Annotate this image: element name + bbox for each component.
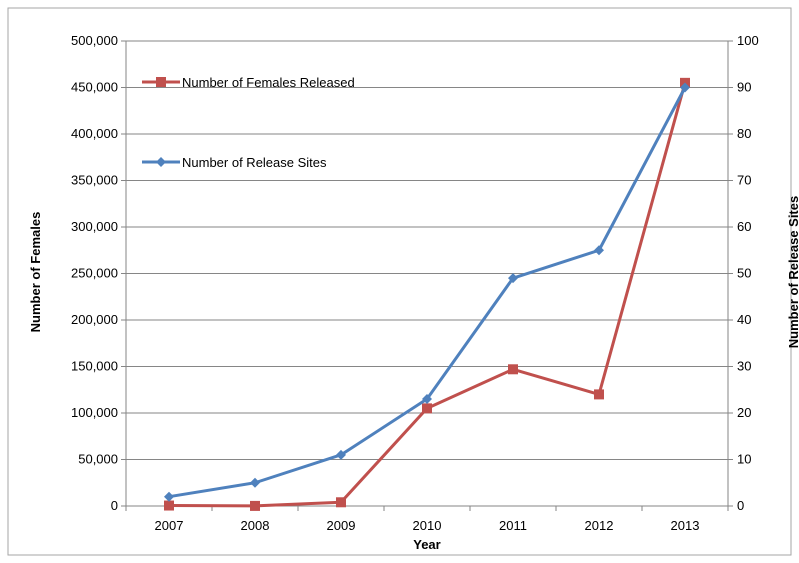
x-tick-label: 2009 <box>327 518 356 533</box>
y2-tick-label: 60 <box>737 219 751 234</box>
y-axis-title: Number of Females <box>28 212 43 333</box>
chart-border <box>7 7 792 556</box>
y-tick-label: 500,000 <box>71 33 118 48</box>
y2-tick-label: 0 <box>737 498 744 513</box>
females-released-point <box>336 497 346 508</box>
y2-tick-label: 90 <box>737 80 751 95</box>
y-tick-label: 100,000 <box>71 405 118 420</box>
y-tick-label: 200,000 <box>71 312 118 327</box>
y2-tick-label: 10 <box>737 452 751 467</box>
y-tick-label: 300,000 <box>71 219 118 234</box>
y-tick-label: 150,000 <box>71 359 118 374</box>
females-released-point <box>164 500 174 511</box>
gridlines <box>126 40 728 460</box>
y-tick-label: 50,000 <box>78 452 118 467</box>
y2-tick-label: 30 <box>737 359 751 374</box>
release-sites-point <box>422 394 432 405</box>
x-tick-label: 2007 <box>155 518 184 533</box>
x-tick-label: 2012 <box>585 518 614 533</box>
y2-tick-label: 80 <box>737 126 751 141</box>
y2-tick-label: 100 <box>737 33 759 48</box>
series-layer <box>164 77 690 511</box>
release-sites-point <box>336 449 346 460</box>
legend-females-released-label: Number of Females Released <box>182 75 355 90</box>
legend-release-sites-label: Number of Release Sites <box>182 155 327 170</box>
females-released-point <box>508 364 518 375</box>
release-sites-point <box>680 82 690 93</box>
release-sites-point <box>594 245 604 256</box>
legend: Number of Females Released Number of Rele… <box>142 75 355 170</box>
y-tick-label: 250,000 <box>71 266 118 281</box>
y2-tick-label: 40 <box>737 312 751 327</box>
y-tick-label: 400,000 <box>71 126 118 141</box>
x-axis-title: Year <box>413 537 440 552</box>
y2-axis-title: Number of Release Sites <box>786 196 799 348</box>
y-tick-label: 0 <box>111 498 118 513</box>
y-tick-label: 450,000 <box>71 80 118 95</box>
y2-tick-label: 20 <box>737 405 751 420</box>
females-released-point <box>594 389 604 400</box>
females-released-point <box>422 403 432 414</box>
y-tick-label: 350,000 <box>71 173 118 188</box>
x-tick-label: 2013 <box>671 518 700 533</box>
x-tick-label: 2011 <box>499 518 527 533</box>
x-tick-label: 2010 <box>413 518 442 533</box>
x-tick-label: 2008 <box>241 518 270 533</box>
release-sites-point <box>508 273 518 284</box>
y2-tick-label: 50 <box>737 266 751 281</box>
females-released-point <box>250 500 260 511</box>
release-sites-point <box>250 477 260 488</box>
y2-tick-label: 70 <box>737 173 751 188</box>
release-sites-point <box>164 491 174 502</box>
legend-females-released-marker <box>156 77 166 87</box>
legend-release-sites-marker <box>156 157 166 167</box>
